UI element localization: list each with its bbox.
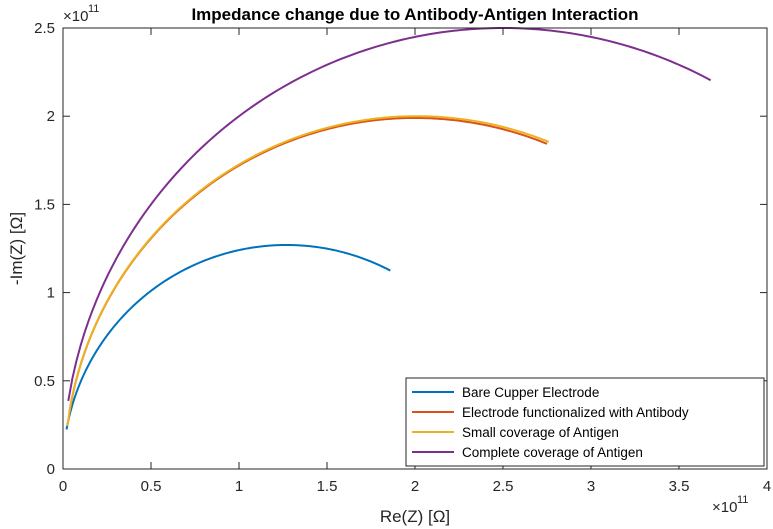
y-exponent-base: ×10 [63,8,88,25]
legend-label-3: Small coverage of Antigen [462,425,619,440]
y-axis-exponent: ×10 11 [63,3,99,25]
x-axis-exponent: ×10 11 [712,494,748,516]
y-axis-label: -Im(Z) [Ω] [7,212,26,285]
x-tick-label: 0 [59,478,67,495]
x-tick-label: 1.5 [317,478,338,495]
legend: Bare Cupper Electrode Electrode functiona… [405,377,765,467]
x-tick-label: 3 [587,478,595,495]
x-axis-label: Re(Z) [Ω] [380,507,450,526]
x-tick-label: 1 [235,478,243,495]
y-tick-label: 2 [47,108,55,125]
y-tick-label: 0 [47,461,55,478]
x-tick-label: 3.5 [669,478,690,495]
chart-title: Impedance change due to Antibody-Antigen… [191,5,638,24]
y-tick-label: 1.5 [34,196,55,213]
legend-box [405,377,765,467]
y-tick-label: 0.5 [34,373,55,390]
y-exponent-power: 11 [88,3,99,15]
series-line-1 [65,243,391,430]
x-exponent-base: ×10 [712,499,737,516]
legend-label-4: Complete coverage of Antigen [462,445,643,460]
x-tick-label: 2 [411,478,419,495]
legend-label-2: Electrode functionalized with Antibody [462,405,689,420]
x-axis-ticks: 0 0.5 1 1.5 2 2.5 3 3.5 4 [59,28,771,495]
y-tick-label: 1 [47,285,55,302]
series-group [65,27,712,430]
series-line-3 [66,115,550,427]
legend-label-1: Bare Cupper Electrode [462,385,599,400]
series-line-4 [67,27,712,402]
x-tick-label: 4 [763,478,771,495]
y-tick-label: 2.5 [34,20,55,37]
x-tick-label: 0.5 [141,478,162,495]
x-exponent-power: 11 [737,494,748,506]
x-tick-label: 2.5 [493,478,514,495]
